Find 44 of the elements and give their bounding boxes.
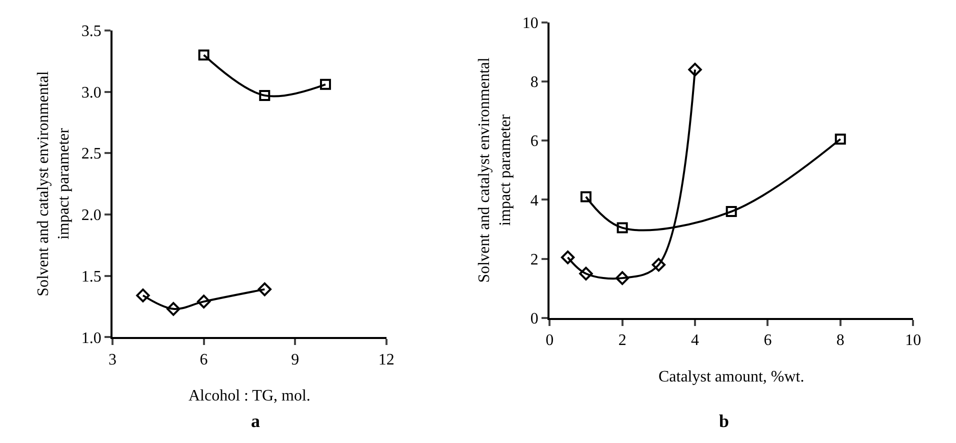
point [579,266,593,280]
y-tick-label: 10 [522,14,538,32]
y-tick-label: 8 [530,74,538,92]
x-axis-title: Catalyst amount, %wt. [658,368,804,386]
point [580,191,592,202]
y-tick-label: 0 [530,310,538,328]
x-tick-label: 6 [200,351,208,368]
point [166,302,180,316]
point [688,62,702,76]
point [320,78,331,90]
y-tick-label: 4 [530,192,538,210]
x-tick-label: 6 [764,332,772,350]
x-tick-label: 10 [905,332,922,350]
point [726,206,737,218]
point [615,271,630,285]
y-tick-label: 3.0 [81,84,102,102]
y-tick-label: 2.5 [81,146,102,163]
x-tick-label: 8 [836,332,844,350]
x-tick-label: 12 [378,351,394,368]
x-tick-label: 0 [546,332,554,350]
point [652,258,666,272]
point [259,90,270,101]
y-tick-label: 2 [530,251,538,268]
point [560,250,575,264]
x-axis-title: Alcohol : TG, mol. [188,388,310,405]
x-tick-label: 3 [108,351,117,368]
point [616,222,628,234]
y-tick-label: 1.5 [81,268,102,286]
text: b [719,411,730,431]
point [198,49,210,60]
y-axis-title: Solvent and catalyst environmental impact parameter [476,56,514,283]
y-tick-label: 6 [530,133,538,150]
point [196,294,211,308]
y-tick-label: 1.0 [81,330,102,347]
x-tick-label: 4 [691,332,700,350]
point [136,288,150,302]
text: a [251,411,260,431]
x-tick-label: 9 [291,351,300,368]
y-tick-label: 3.5 [81,23,102,40]
point [834,134,846,145]
y-axis-title: Solvent and catalyst environmental impact parameter [34,70,73,296]
y-tick-label: 2.0 [81,207,102,224]
x-tick-label: 2 [618,332,626,350]
point [258,282,272,296]
